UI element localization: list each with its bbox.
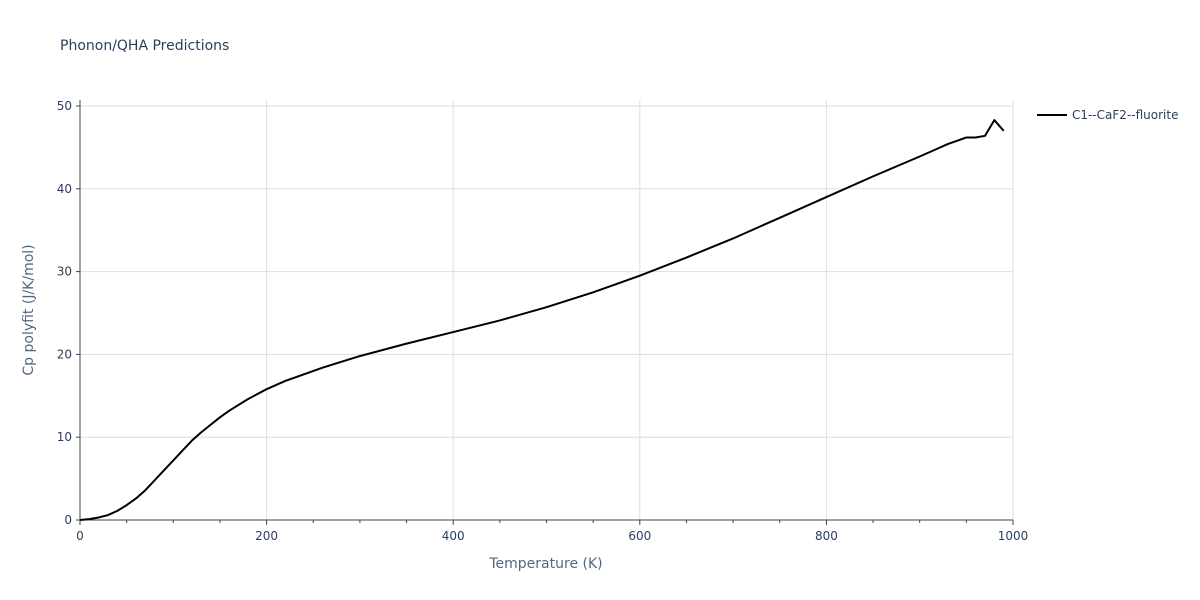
grid-lines [80, 100, 1014, 520]
y-tick-label: 40 [57, 182, 72, 196]
legend-label[interactable]: C1--CaF2--fluorite [1072, 108, 1178, 122]
series-line-0[interactable] [79, 119, 1005, 521]
y-axis-title: Cp polyfit (J/K/mol) [21, 244, 37, 375]
y-tick-label: 0 [64, 513, 72, 527]
x-tick-label: 0 [76, 529, 84, 543]
x-axis-title: Temperature (K) [488, 556, 602, 572]
y-tick-label: 10 [57, 430, 72, 444]
x-tick-label: 600 [628, 529, 651, 543]
y-tick-label: 20 [57, 347, 72, 361]
x-tick-label: 200 [255, 529, 278, 543]
x-tick-label: 800 [815, 529, 838, 543]
y-tick-label: 50 [57, 99, 72, 113]
x-tick-label: 1000 [998, 529, 1029, 543]
axes: 0 10 20 30 40 50 0 200 400 600 800 1000 [57, 99, 1029, 543]
y-tick-label: 30 [57, 265, 72, 279]
legend[interactable]: C1--CaF2--fluorite [1037, 108, 1178, 122]
series-layer [79, 119, 1005, 521]
x-tick-label: 400 [442, 529, 465, 543]
chart-title: Phonon/QHA Predictions [60, 38, 229, 54]
